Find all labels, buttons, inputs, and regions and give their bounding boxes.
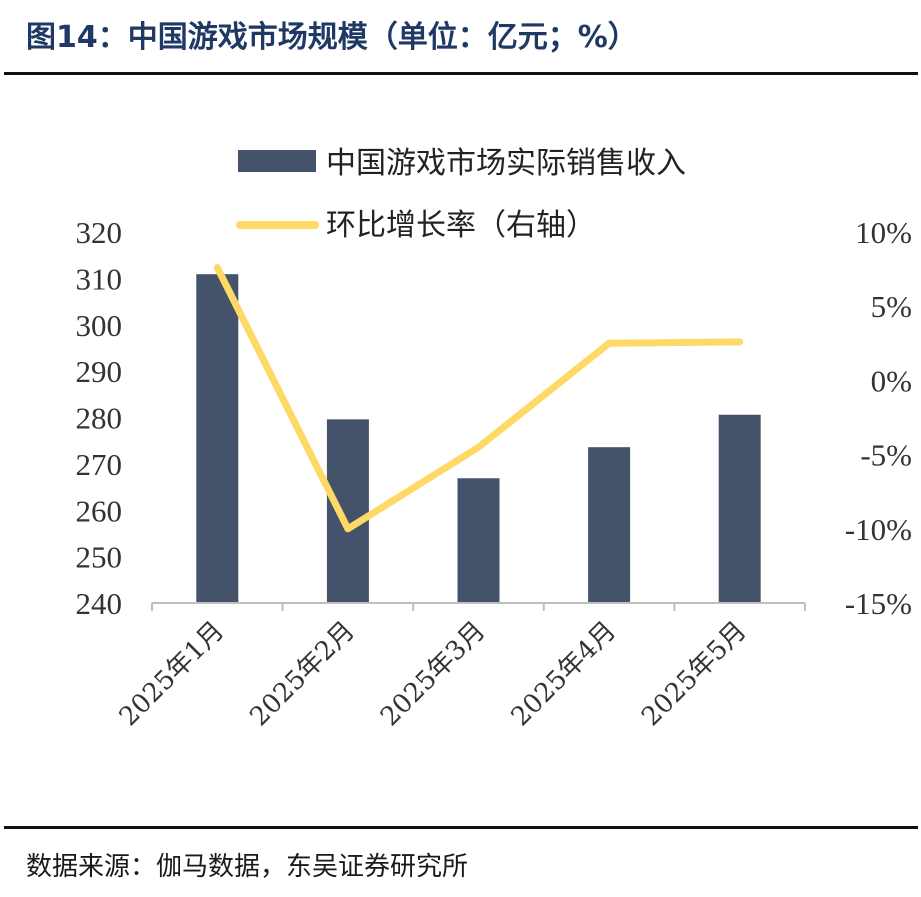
y-right-tick-label: 0% [871, 363, 912, 398]
bar [588, 447, 631, 603]
y-right-tick-label: -15% [845, 586, 912, 621]
legend-line-label: 环比增长率（右轴） [326, 208, 596, 243]
bar [718, 414, 761, 603]
bottom-rule [4, 826, 918, 829]
y-left-tick-label: 250 [76, 540, 123, 575]
combo-chart: 中国游戏市场实际销售收入 环比增长率（右轴） 240 250 260 270 280 29… [76, 146, 913, 732]
y-left-tick-label: 290 [76, 354, 123, 389]
y-left-tick-label: 320 [76, 215, 123, 250]
y-left-tick-label: 310 [76, 261, 123, 296]
y-left-tick-label: 280 [76, 401, 123, 436]
y-left-tick-label: 260 [76, 493, 123, 528]
x-tick-label: 2025年3月 [375, 616, 491, 732]
x-tick-label: 2025年1月 [114, 616, 230, 732]
y-left-tick-label: 300 [76, 308, 123, 343]
x-tick-label: 2025年2月 [244, 616, 360, 732]
bar [326, 419, 369, 603]
bar-series [196, 274, 761, 603]
top-rule [4, 72, 918, 75]
source-note: 数据来源：伽马数据，东吴证券研究所 [26, 852, 469, 882]
x-axis: 2025年1月 2025年2月 2025年3月 2025年4月 2025年5月 [114, 616, 753, 732]
y-left-tick-label: 240 [76, 586, 123, 621]
legend: 中国游戏市场实际销售收入 环比增长率（右轴） [236, 146, 686, 243]
bar [457, 478, 500, 603]
y-right-tick-label: 5% [871, 289, 912, 324]
y-axis-left: 240 250 260 270 280 290 300 310 320 [76, 215, 123, 621]
line-series [213, 264, 744, 533]
x-tick-label: 2025年4月 [506, 616, 622, 732]
y-axis-right: -15% -10% -5% 0% 5% 10% [845, 215, 912, 621]
y-left-tick-label: 270 [76, 447, 123, 482]
legend-bar-swatch [238, 150, 316, 172]
x-tick-label: 2025年5月 [636, 616, 752, 732]
y-right-tick-label: 10% [855, 215, 912, 250]
y-right-tick-label: -10% [845, 512, 912, 547]
y-right-tick-label: -5% [860, 438, 912, 473]
chart-title: 图14：中国游戏市场规模（单位：亿元；%） [26, 20, 638, 55]
bar [196, 274, 239, 603]
x-axis-ticks [151, 603, 806, 611]
legend-bar-label: 中国游戏市场实际销售收入 [326, 146, 686, 181]
